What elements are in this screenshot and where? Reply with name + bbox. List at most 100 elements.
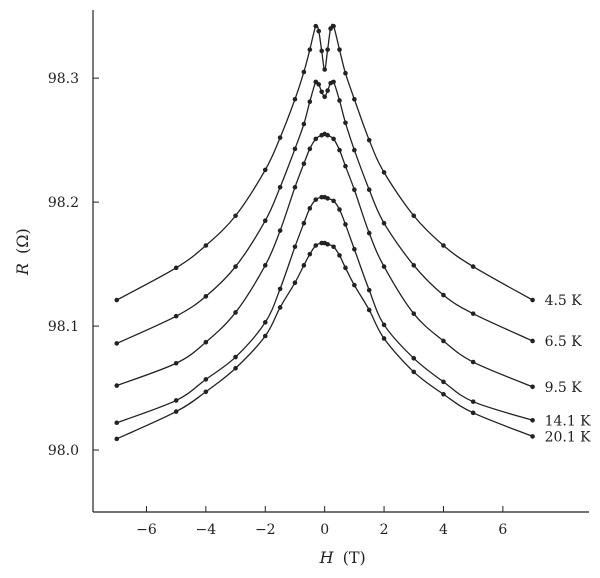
data-point bbox=[114, 383, 120, 388]
data-point bbox=[173, 398, 179, 403]
data-point bbox=[366, 137, 372, 143]
data-point bbox=[203, 377, 209, 382]
data-point bbox=[343, 163, 348, 169]
series-4: 14.1 K bbox=[114, 194, 592, 429]
data-point bbox=[203, 294, 209, 299]
data-point bbox=[301, 220, 307, 226]
data-point bbox=[325, 196, 330, 201]
y-tick-label: 98.0 bbox=[48, 443, 79, 459]
data-point bbox=[530, 434, 535, 439]
data-point bbox=[277, 135, 283, 140]
data-point bbox=[322, 94, 327, 100]
data-point bbox=[277, 184, 283, 190]
data-point bbox=[319, 48, 324, 54]
data-point bbox=[441, 243, 446, 248]
data-point bbox=[319, 89, 324, 95]
data-point bbox=[381, 336, 387, 341]
data-point bbox=[441, 391, 446, 397]
data-point bbox=[114, 420, 120, 426]
data-point bbox=[530, 338, 535, 344]
data-point bbox=[343, 120, 348, 126]
data-point bbox=[352, 282, 357, 288]
data-point bbox=[262, 320, 268, 325]
data-point bbox=[366, 287, 372, 293]
data-point bbox=[337, 98, 342, 103]
data-point bbox=[352, 187, 357, 193]
series-line bbox=[116, 133, 533, 388]
data-point bbox=[301, 263, 307, 268]
axes bbox=[92, 10, 589, 513]
data-point bbox=[470, 399, 476, 404]
data-point bbox=[366, 307, 372, 313]
x-tick-label: −2 bbox=[255, 522, 276, 538]
data-point bbox=[277, 305, 283, 310]
data-point bbox=[530, 417, 535, 423]
series-3: 9.5 K bbox=[114, 131, 583, 396]
data-point bbox=[470, 410, 476, 416]
data-point bbox=[307, 146, 313, 152]
data-point bbox=[337, 207, 342, 212]
data-point bbox=[262, 218, 268, 224]
data-point bbox=[352, 246, 357, 252]
data-point bbox=[307, 251, 313, 257]
data-point bbox=[301, 161, 307, 166]
series-line bbox=[116, 196, 533, 424]
data-point bbox=[316, 82, 322, 87]
x-axis-label: H (T) bbox=[319, 548, 366, 567]
plot-series: 4.5 K 6.5 K 9.5 K 14.1 K20.1 K bbox=[114, 23, 592, 445]
data-point bbox=[301, 121, 307, 127]
data-point bbox=[114, 436, 120, 442]
data-point bbox=[262, 167, 268, 173]
data-point bbox=[530, 297, 535, 303]
series-line bbox=[116, 79, 533, 345]
series-1: 4.5 K bbox=[114, 23, 583, 309]
data-point bbox=[337, 47, 342, 52]
data-point bbox=[173, 409, 179, 414]
data-point bbox=[277, 228, 283, 233]
data-point bbox=[307, 206, 313, 211]
data-point bbox=[411, 311, 417, 316]
data-point bbox=[337, 147, 342, 153]
data-point bbox=[325, 241, 330, 247]
data-point bbox=[277, 286, 283, 292]
data-point bbox=[352, 147, 357, 153]
data-point bbox=[331, 198, 336, 204]
x-tick-label: −4 bbox=[196, 522, 217, 538]
data-point bbox=[173, 360, 179, 366]
series-label: 9.5 K bbox=[545, 380, 583, 396]
data-point bbox=[203, 243, 209, 248]
data-point bbox=[331, 23, 336, 29]
y-axis-label-var: R bbox=[13, 263, 32, 276]
data-point bbox=[366, 187, 372, 193]
y-axis-label-unit: (Ω) bbox=[13, 228, 32, 254]
data-point bbox=[441, 338, 446, 344]
series-line bbox=[116, 242, 533, 440]
data-point bbox=[441, 379, 446, 385]
series-label: 4.5 K bbox=[545, 293, 583, 309]
data-point bbox=[325, 47, 330, 52]
data-point bbox=[292, 96, 298, 102]
data-point bbox=[313, 243, 319, 248]
series-label: 14.1 K bbox=[545, 413, 592, 429]
data-point bbox=[262, 263, 268, 268]
data-point bbox=[292, 280, 298, 285]
data-point bbox=[325, 132, 330, 138]
data-point bbox=[411, 213, 417, 219]
data-point bbox=[325, 88, 330, 93]
x-axis-label-unit: (T) bbox=[343, 548, 366, 567]
data-point bbox=[203, 339, 209, 345]
data-point bbox=[114, 341, 120, 346]
data-point bbox=[173, 265, 179, 271]
y-axis-label: R (Ω) bbox=[13, 228, 32, 276]
series-line bbox=[116, 23, 533, 301]
data-point bbox=[173, 313, 179, 319]
data-point bbox=[307, 47, 313, 52]
x-tick-label: 2 bbox=[380, 522, 389, 538]
data-point bbox=[322, 67, 327, 72]
data-point bbox=[203, 389, 209, 395]
data-point bbox=[313, 136, 319, 142]
data-point bbox=[233, 264, 238, 269]
data-point bbox=[381, 170, 387, 175]
x-ticks: −6 −4 −2 0 2 4 6 bbox=[136, 506, 507, 538]
